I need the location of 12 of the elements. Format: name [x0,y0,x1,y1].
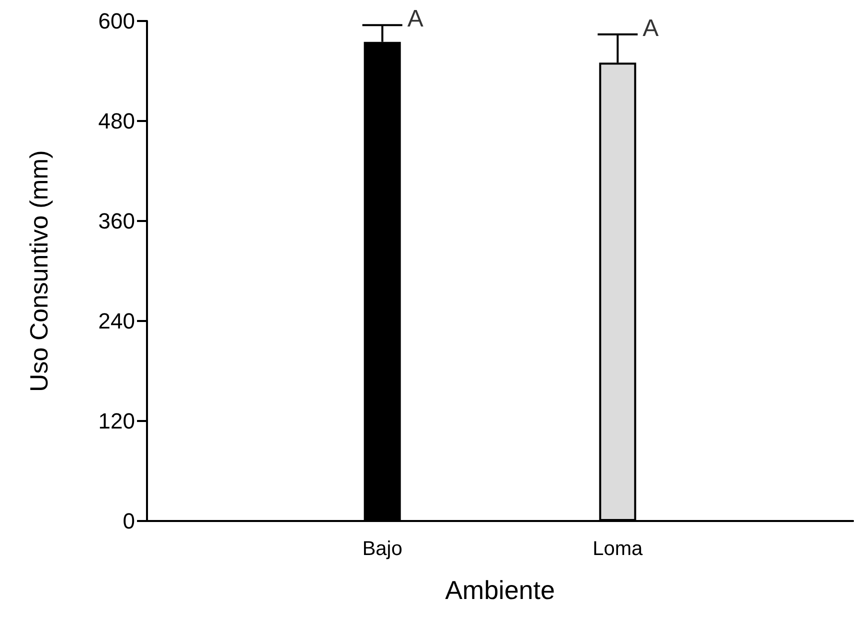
annotation: A [642,14,659,42]
y-axis-title: Uso Consuntivo (mm) [26,150,54,392]
annotation: A [407,6,424,33]
y-tick-label: 360 [98,208,135,234]
y-tick-label: 240 [98,308,135,334]
x-axis-title: Ambiente [445,575,555,605]
y-tick-label: 120 [98,408,135,434]
y-tick-label: 600 [98,8,135,34]
x-tick-label: Loma [592,538,644,560]
x-tick-label: Bajo [362,538,402,560]
y-tick-label: 480 [98,108,135,134]
y-tick-label: 0 [122,508,135,534]
